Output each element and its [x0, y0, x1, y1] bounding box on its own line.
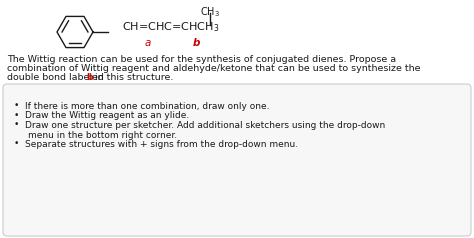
Text: in this structure.: in this structure.: [92, 73, 173, 82]
Text: a: a: [145, 38, 151, 48]
Text: CH=CHC=CHCH$_3$: CH=CHC=CHCH$_3$: [122, 20, 219, 34]
Text: If there is more than one combination, draw only one.: If there is more than one combination, d…: [25, 102, 270, 111]
Text: combination of Wittig reagent and aldehyde/ketone that can be used to synthesize: combination of Wittig reagent and aldehy…: [7, 64, 420, 73]
Text: Draw the Wittig reagent as an ylide.: Draw the Wittig reagent as an ylide.: [25, 111, 189, 120]
Text: CH$_3$: CH$_3$: [200, 5, 220, 19]
Text: Separate structures with + signs from the drop-down menu.: Separate structures with + signs from th…: [25, 140, 298, 149]
Text: b: b: [86, 73, 93, 82]
Text: •: •: [13, 101, 18, 110]
FancyBboxPatch shape: [3, 84, 471, 236]
Text: •: •: [13, 110, 18, 119]
Text: The Wittig reaction can be used for the synthesis of conjugated dienes. Propose : The Wittig reaction can be used for the …: [7, 55, 396, 64]
Text: double bond labeled: double bond labeled: [7, 73, 107, 82]
Text: menu in the bottom right corner.: menu in the bottom right corner.: [28, 130, 177, 139]
Text: b: b: [192, 38, 200, 48]
Text: •: •: [13, 139, 18, 148]
Text: •: •: [13, 120, 18, 129]
Text: Draw one structure per sketcher. Add additional sketchers using the drop-down: Draw one structure per sketcher. Add add…: [25, 121, 385, 130]
